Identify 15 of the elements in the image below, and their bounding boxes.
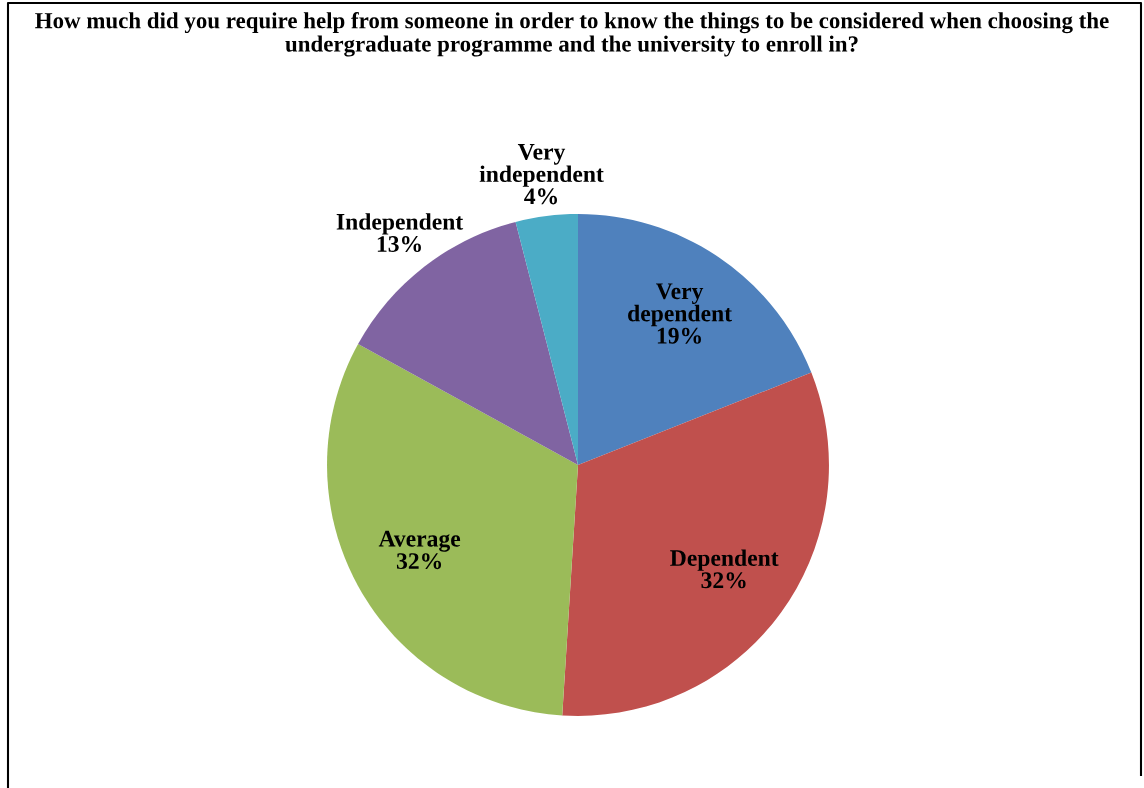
data-label: 4% xyxy=(524,188,558,205)
chart-title: How much did you require help from someone in order to know the things to be considered when choosing the undergraduate programme and the university to enroll in? xyxy=(35,12,1109,57)
slice-label: Very dependent xyxy=(628,283,732,327)
slice-label: Dependent xyxy=(670,549,779,571)
pie-slice xyxy=(578,214,812,465)
data-label: 32% xyxy=(701,572,746,589)
slice-label: Very independent xyxy=(479,144,604,187)
data-label: 13% xyxy=(377,236,421,253)
slice-label: Independent xyxy=(336,213,464,235)
data-label: 19% xyxy=(657,327,701,344)
pie-slice xyxy=(562,372,829,716)
data-label: 32% xyxy=(396,553,442,570)
pie-slice xyxy=(515,214,578,465)
pie-slice xyxy=(327,344,578,716)
slice-label: Average xyxy=(378,530,461,552)
